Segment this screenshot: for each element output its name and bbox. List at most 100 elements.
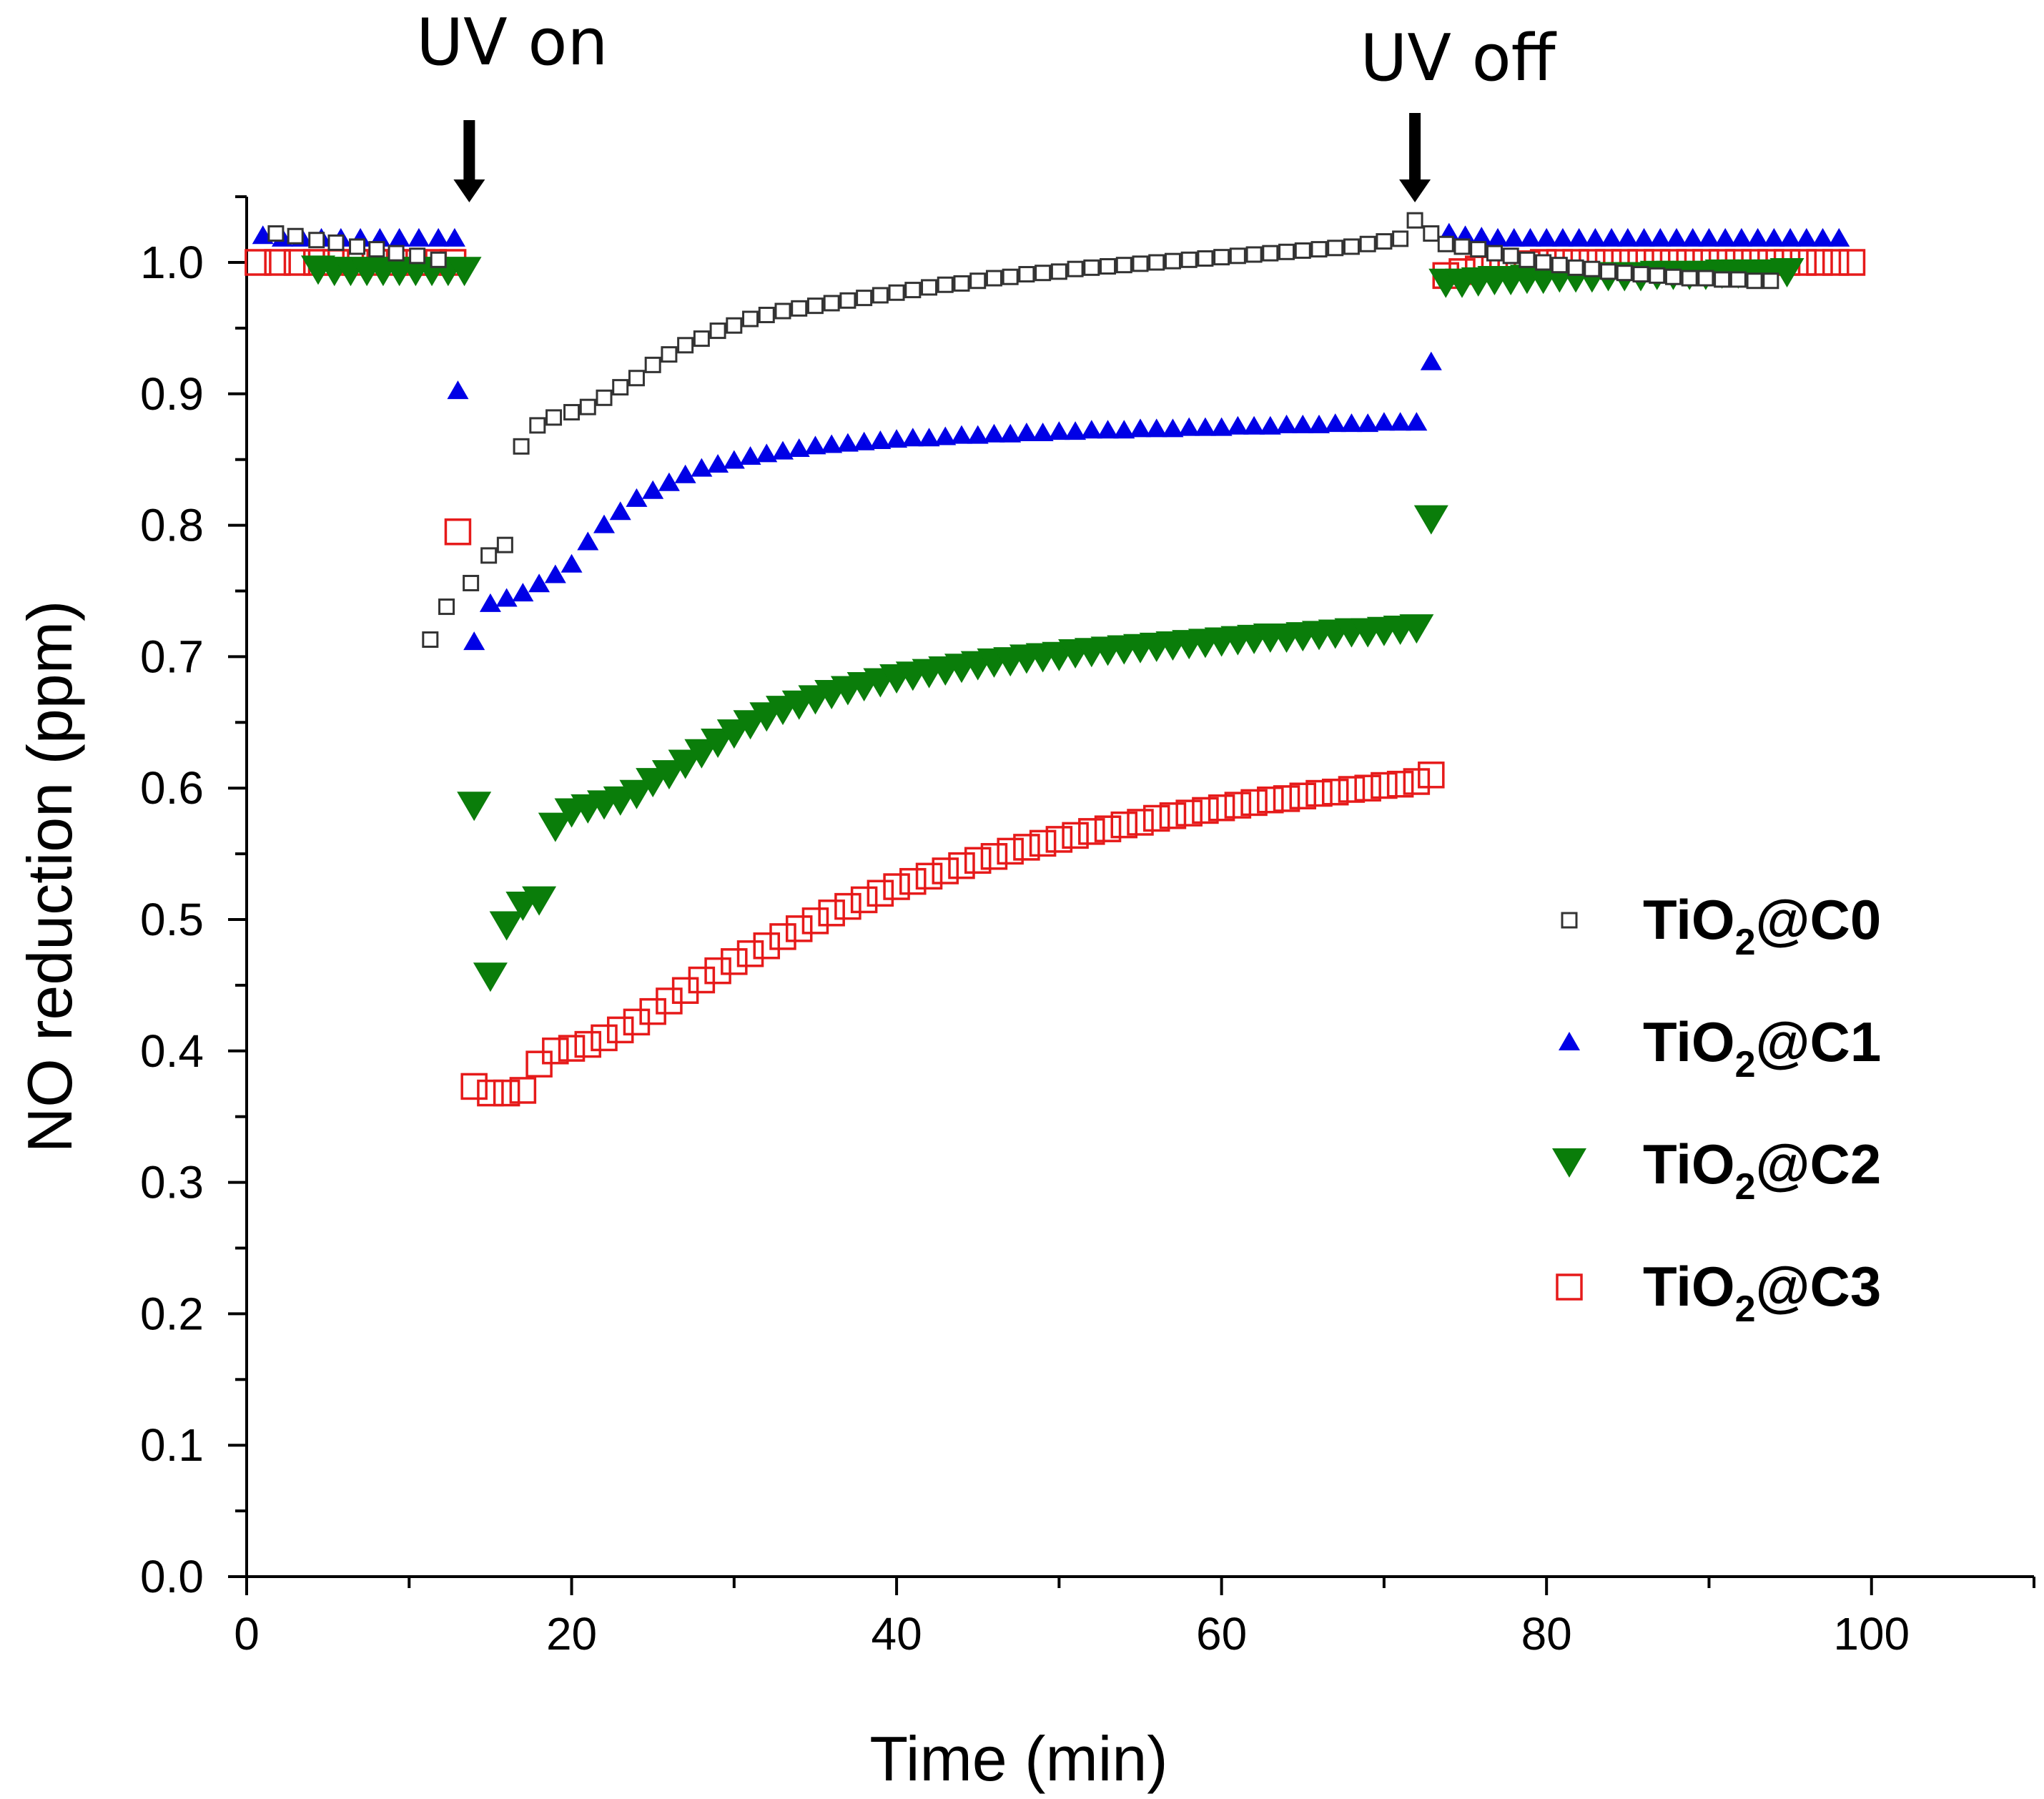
data-point <box>1015 422 1037 441</box>
data-point <box>918 428 940 447</box>
data-point <box>308 232 325 249</box>
data-point <box>726 317 743 334</box>
data-point <box>704 957 731 985</box>
data-point <box>709 322 726 340</box>
legend-label: TiO2@C1 <box>1643 1010 1881 1085</box>
data-point <box>1262 245 1279 262</box>
data-point <box>1568 227 1590 247</box>
data-point <box>723 450 745 469</box>
data-point <box>753 932 781 960</box>
y-tick-label: 0.1 <box>140 1419 204 1471</box>
data-point <box>1371 772 1398 799</box>
data-point <box>769 923 796 950</box>
data-point <box>1632 266 1649 283</box>
data-point <box>1308 414 1330 433</box>
legend-marker <box>1561 912 1578 929</box>
data-point <box>1399 614 1434 644</box>
data-point <box>477 1079 504 1107</box>
annotation-label: UV off <box>1361 21 1557 96</box>
data-point <box>693 330 710 348</box>
data-point <box>438 598 455 616</box>
data-point <box>967 425 989 444</box>
data-point <box>1194 417 1216 436</box>
data-point <box>688 966 716 994</box>
data-point <box>1392 230 1409 247</box>
data-point <box>422 631 439 649</box>
data-point <box>1224 792 1252 819</box>
x-tick-label: 60 <box>1196 1608 1247 1660</box>
legend-label-main: TiO <box>1643 1010 1735 1073</box>
data-point <box>1343 238 1360 255</box>
x-tick-label: 20 <box>546 1608 597 1660</box>
data-point <box>1294 242 1311 259</box>
data-point <box>671 977 699 1005</box>
data-point <box>1164 252 1181 270</box>
data-point <box>668 749 703 779</box>
data-point <box>1730 227 1752 247</box>
data-point <box>1243 415 1265 435</box>
data-point <box>409 247 426 265</box>
y-tick-label: 0.4 <box>140 1025 204 1077</box>
data-point <box>1471 227 1493 246</box>
legend-label-subscript: 2 <box>1735 1044 1756 1085</box>
legend-label-suffix: @C3 <box>1756 1255 1882 1318</box>
data-point <box>1666 227 1687 247</box>
data-point <box>904 282 922 299</box>
y-tick-label: 0.3 <box>140 1157 204 1208</box>
data-point <box>1420 351 1442 370</box>
data-point <box>1257 786 1284 814</box>
data-point <box>1100 258 1117 275</box>
legend-label-main: TiO <box>1643 888 1735 951</box>
data-point <box>267 225 285 242</box>
data-point <box>1413 505 1448 535</box>
data-point <box>443 227 465 247</box>
data-point <box>245 249 272 276</box>
legend-marker <box>1559 1032 1580 1050</box>
data-point <box>1664 268 1682 285</box>
data-point <box>707 454 729 473</box>
x-tick-label: 100 <box>1833 1608 1910 1660</box>
x-tick-label: 40 <box>871 1608 922 1660</box>
data-point <box>1050 263 1067 280</box>
data-point <box>1601 227 1623 247</box>
data-point <box>937 276 954 293</box>
data-point <box>850 886 878 914</box>
data-point <box>1423 225 1440 242</box>
annotation-arrow-head <box>453 179 485 202</box>
data-point <box>902 428 924 447</box>
data-point <box>1828 227 1850 247</box>
data-point <box>658 472 680 491</box>
x-tick-label: 0 <box>234 1608 260 1660</box>
data-point <box>563 404 581 421</box>
data-point <box>1536 227 1558 247</box>
data-point <box>788 438 810 457</box>
data-point <box>1029 829 1057 857</box>
data-point <box>1078 818 1105 845</box>
data-point <box>1567 259 1584 276</box>
legend-label-main: TiO <box>1643 1133 1735 1196</box>
data-point <box>1048 421 1070 440</box>
data-point <box>561 553 583 573</box>
data-point <box>801 907 829 935</box>
data-point <box>1110 811 1138 839</box>
data-point <box>997 837 1024 865</box>
data-point <box>1132 255 1149 272</box>
data-point <box>915 862 943 890</box>
data-point <box>428 227 450 247</box>
data-point <box>721 948 748 975</box>
data-point <box>1584 227 1606 247</box>
legend-marker <box>1552 1148 1586 1178</box>
data-point <box>1067 260 1084 277</box>
data-point <box>964 847 992 874</box>
data-point <box>1616 265 1633 282</box>
data-point <box>1305 779 1333 807</box>
data-point <box>1502 247 1519 265</box>
axes: 0 20 40 60 80 100 0.0 0.1 0.2 0.3 0.4 0.5 0.6 0.7 0.8 0… <box>14 195 2035 1794</box>
data-point <box>457 792 492 822</box>
data-point <box>574 1030 602 1058</box>
data-point <box>742 310 759 327</box>
data-point <box>985 270 1002 287</box>
data-point <box>1115 257 1132 274</box>
y-axis-title: NO reduction (ppm) <box>14 601 85 1153</box>
